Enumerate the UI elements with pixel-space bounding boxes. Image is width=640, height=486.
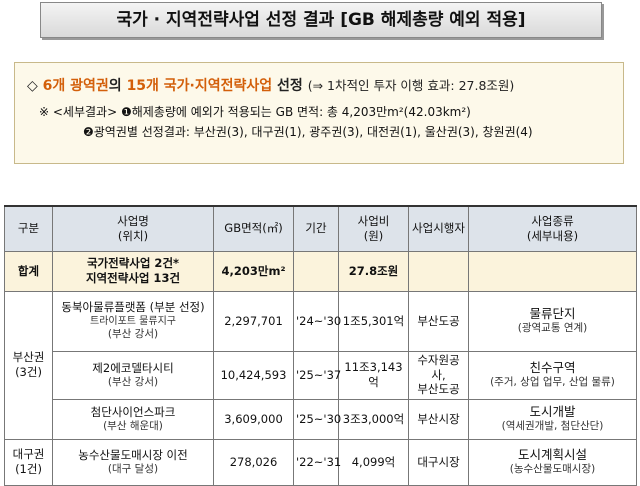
cost-cell: 4,099억 [338,438,409,486]
header-text: 사업종류 [531,213,574,228]
type-name: 물류단지 [529,306,576,322]
page-title: 국가 · 지역전략사업 선정 결과 [GB 해제총량 예외 적용] [40,2,602,38]
project-cell: 농수산물도매시장 이전 (대구 달성) [52,438,214,486]
area-cell: 10,424,593 [213,350,294,400]
operator-cell: 부산도공 [408,290,469,352]
operator-cell: 대구시장 [408,438,469,486]
project-location: (부산 해운대) [103,419,163,432]
cost-cell: 11조3,143억 [338,350,409,400]
header-cell: 사업비 (원) [338,205,409,252]
project-cell: 제2에코델타시티 (부산 강서) [52,350,214,400]
type-cell: 물류단지 (광역교통 연계) [468,290,637,352]
operator-cell: 수자원공사, 부산도공 [408,350,469,400]
operator-line: 대구시장 [417,454,460,469]
type-detail: (역세권개발, 첨단산단) [501,420,604,433]
type-detail: (주거, 상업 업무, 산업 물류) [490,376,615,389]
header-sub: (원) [363,228,384,243]
region-cell: 부산권 (3건) [4,290,53,440]
detail-label: ※ <세부결과> [39,105,118,119]
project-location: (부산 강서) [107,328,159,341]
area-cell: 3,609,000 [213,398,294,440]
region-count: (3건) [15,365,42,379]
operator-line: 부산도공 [417,382,460,397]
header-text: 사업시행자 [412,221,465,236]
project-cell: 동북아물류플랫폼 (부분 선정) 트라이포트 물류지구 (부산 강서) [52,290,214,352]
project-row: 제2에코델타시티 (부산 강서) 10,424,593 '25~'37 11조3,… [5,350,637,400]
total-label: 합계 [4,250,53,292]
headline-note: (⇒ 1차적인 투자 이행 효과: 27.8조원) [307,78,515,93]
project-sub: 트라이포트 물류지구 [90,316,176,328]
project-location: (부산 강서) [107,375,159,388]
header-sub: (세부내용) [526,228,579,243]
project-cell: 첨단사이언스파크 (부산 해운대) [52,398,214,440]
region-name: 부산권 [12,350,45,365]
empty-cell [408,250,469,292]
period-cell: '22~'31 [293,438,341,486]
headline: ◇ 6개 광역권의 15개 국가·지역전략사업 선정 (⇒ 1차적인 투자 이행… [27,75,611,95]
project-row: 첨단사이언스파크 (부산 해운대) 3,609,000 '25~'30 3조3,0… [5,398,637,440]
cost-cell: 1조5,301억 [338,290,409,352]
period-cell: '25~'30 [293,398,341,440]
project-name: 첨단사이언스파크 [90,404,176,419]
project-row: 부산권 (3건) 동북아물류플랫폼 (부분 선정) 트라이포트 물류지구 (부산 강서… [4,290,637,440]
project-name: 농수산물도매시장 이전 [78,447,188,462]
empty-cell [468,250,637,292]
type-cell: 도시계획시설 (농수산물도매시장) [468,438,637,486]
headline-text: ◇ [27,78,38,94]
area-cell: 278,026 [213,438,294,486]
total-cost: 27.8조원 [338,250,409,292]
headline-text: 의 [108,78,122,94]
header-cell: GB면적(㎡) [213,205,294,252]
type-detail: (농수산물도매시장) [509,463,596,476]
type-name: 도시계획시설 [517,447,587,463]
summary-box: ◇ 6개 광역권의 15개 국가·지역전략사업 선정 (⇒ 1차적인 투자 이행… [14,62,624,164]
header-cell: 사업명 (위치) [52,205,214,252]
operator-cell: 부산시장 [408,398,469,440]
header-text: 사업명 [117,213,149,228]
headline-highlight: 6개 광역권 [42,78,109,94]
project-name: 동북아물류플랫폼 (부분 선정) [61,300,205,315]
cell-line: 국가전략사업 2건* [86,256,180,271]
header-text: 구분 [17,221,40,236]
header-text: GB면적(㎡) [224,221,283,236]
header-cell: 사업시행자 [408,205,469,252]
type-detail: (광역교통 연계) [517,322,588,335]
headline-highlight: 15개 국가·지역전략사업 [126,78,273,94]
project-location: (대구 달성) [107,462,159,475]
operator-line: 수자원공사, [417,352,460,382]
detail-text: ❶해제총량에 예외가 적용되는 GB 면적: 총 4,203만m²(42.03k… [120,105,471,119]
region-count: (1건) [15,462,42,476]
project-row: 대구권 (1건) 농수산물도매시장 이전 (대구 달성) 278,026 '22~'… [4,438,637,486]
header-cell: 사업종류 (세부내용) [468,205,637,252]
operator-line: 부산도공 [417,313,460,328]
region-name: 대구권 [12,447,45,462]
header-text: 기간 [305,221,327,236]
total-row: 합계 국가전략사업 2건* 지역전략사업 13건 4,203만m² 27.8조원 [4,250,637,292]
headline-text: 선정 [277,78,303,94]
operator-line: 부산시장 [417,411,460,426]
type-cell: 친수구역 (주거, 상업 업무, 산업 물류) [468,350,637,400]
project-table: 구분 사업명 (위치) GB면적(㎡) 기간 사업비 (원) 사업시행자 사업종류(… [4,205,637,486]
type-name: 친수구역 [529,360,576,376]
type-name: 도시개발 [529,404,576,420]
header-cell: 기간 [293,205,339,252]
total-project: 국가전략사업 2건* 지역전략사업 13건 [52,250,214,292]
detail-line: ※ <세부결과> ❶해제총량에 예외가 적용되는 GB 면적: 총 4,203만… [39,103,611,120]
type-cell: 도시개발 (역세권개발, 첨단산단) [468,398,637,440]
empty-cell [293,250,339,292]
header-text: 사업비 [357,213,390,228]
cell-line: 지역전략사업 13건 [85,271,181,285]
total-area: 4,203만m² [213,250,294,292]
cost-cell: 3조3,000억 [338,398,409,440]
period-cell: '24~'30 [293,290,341,352]
period-cell: '25~'37 [293,350,341,400]
region-cell: 대구권 (1건) [4,438,53,486]
project-name: 제2에코델타시티 [92,360,174,375]
header-cell: 구분 [4,205,53,252]
header-sub: (위치) [117,228,149,243]
detail-line: ❷광역권별 선정결과: 부산권(3), 대구권(1), 광주권(3), 대전권(… [83,125,533,139]
area-cell: 2,297,701 [213,290,294,352]
header-row: 구분 사업명 (위치) GB면적(㎡) 기간 사업비 (원) 사업시행자 사업종류(… [4,205,637,252]
